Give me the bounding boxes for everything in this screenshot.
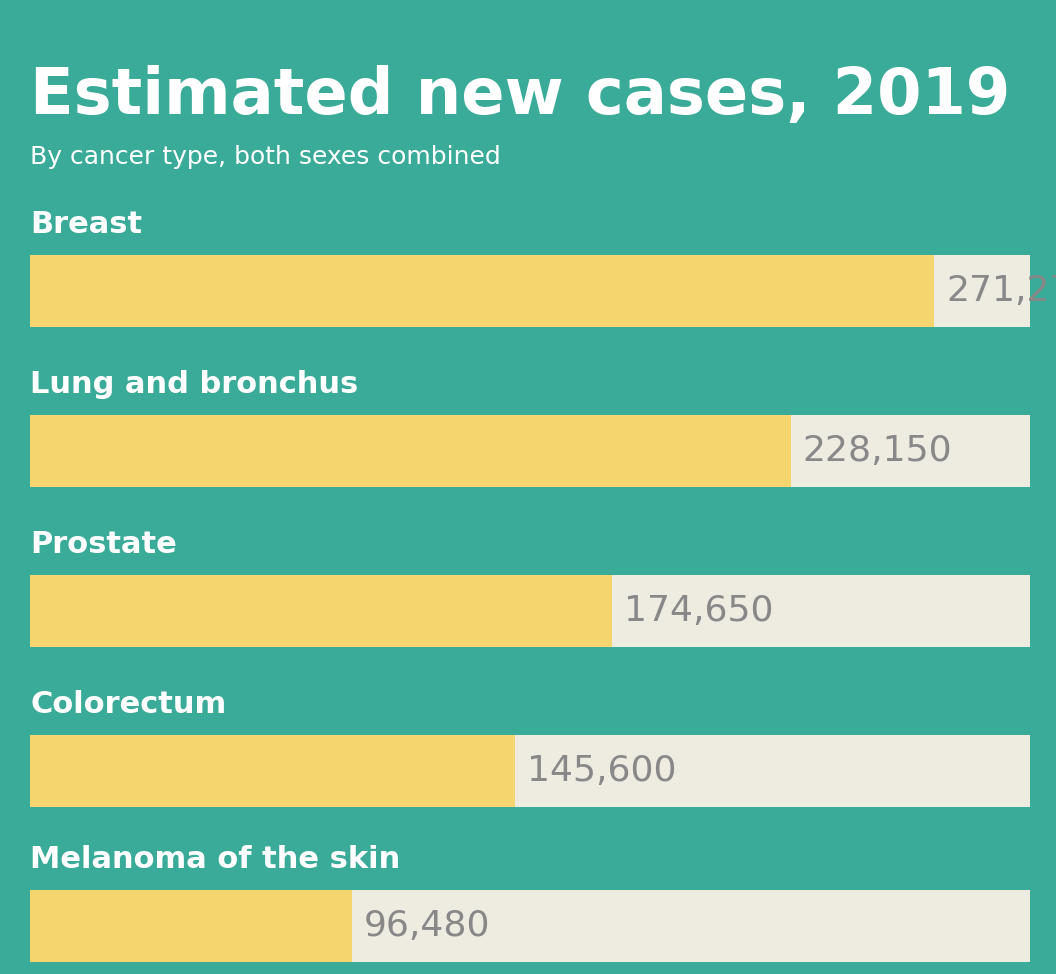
Bar: [30, 415, 1030, 487]
Text: Colorectum: Colorectum: [30, 690, 226, 719]
Bar: [30, 575, 1030, 647]
Text: Breast: Breast: [30, 210, 143, 239]
Text: By cancer type, both sexes combined: By cancer type, both sexes combined: [30, 145, 501, 169]
Text: 174,650: 174,650: [624, 594, 774, 628]
Text: Lung and bronchus: Lung and bronchus: [30, 370, 358, 399]
Text: Estimated new cases, 2019: Estimated new cases, 2019: [30, 65, 1011, 127]
Text: Prostate: Prostate: [30, 530, 176, 559]
Text: 145,600: 145,600: [527, 754, 677, 788]
Text: 271,270: 271,270: [946, 274, 1056, 308]
Text: 228,150: 228,150: [803, 434, 953, 468]
Bar: [30, 255, 935, 327]
Bar: [30, 735, 515, 807]
Bar: [30, 575, 612, 647]
Bar: [30, 415, 791, 487]
Bar: [30, 735, 1030, 807]
Text: 96,480: 96,480: [363, 909, 490, 943]
Bar: [30, 890, 352, 962]
Text: Melanoma of the skin: Melanoma of the skin: [30, 845, 400, 874]
Bar: [30, 255, 1030, 327]
Bar: [30, 890, 1030, 962]
